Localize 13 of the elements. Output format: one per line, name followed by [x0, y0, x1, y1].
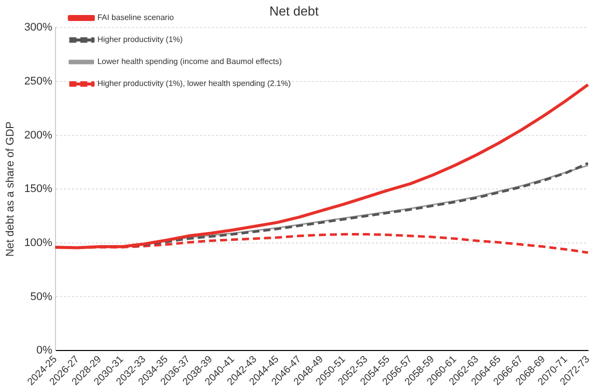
legend-label: Higher productivity (1%), lower health spending (2.1%) — [97, 79, 292, 88]
y-tick-label: 300% — [24, 22, 53, 34]
y-axis-title: Net debt as a share of GDP — [4, 122, 17, 257]
legend-label: FAI baseline scenario — [97, 13, 174, 22]
chart-title: Net debt — [269, 3, 319, 18]
y-tick-label: 100% — [24, 236, 53, 249]
y-tick-label: 150% — [24, 183, 53, 196]
legend-label: Lower health spending (income and Baumol effects) — [97, 57, 282, 66]
y-tick-label: 200% — [24, 129, 53, 142]
y-tick-label: 0% — [36, 344, 53, 357]
legend-label: Higher productivity (1%) — [97, 35, 184, 44]
y-tick-label: 50% — [30, 290, 53, 303]
y-tick-label: 250% — [24, 75, 53, 88]
